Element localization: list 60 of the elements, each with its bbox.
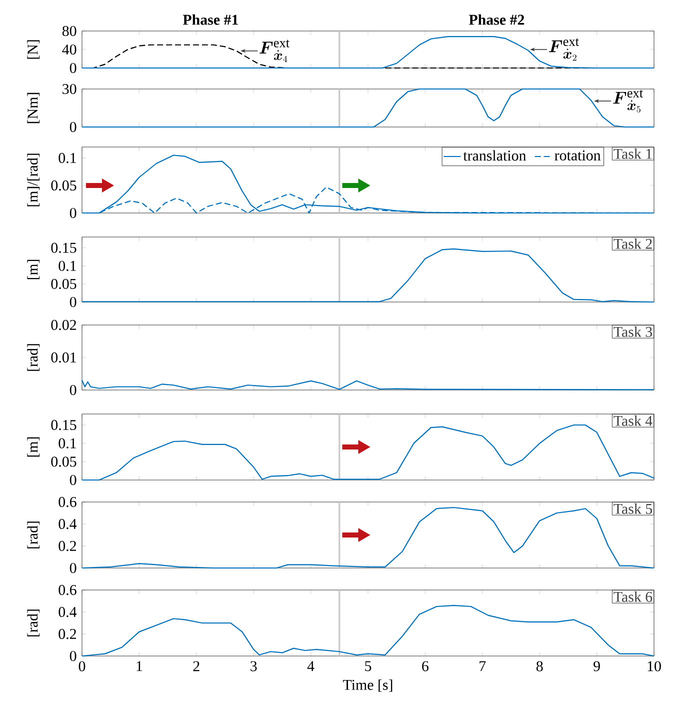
y-tick-label: 0.6 <box>58 584 76 596</box>
y-tick-label: 0.01 <box>51 352 76 363</box>
y-tick-label: 0 <box>70 122 76 132</box>
y-tick-label: 0.4 <box>58 518 77 530</box>
y-tick-label: 40 <box>62 44 76 55</box>
x-tick-label: 2 <box>193 661 200 672</box>
y-tick-label: 0.05 <box>51 456 76 467</box>
chart-title: Task 2 <box>614 238 652 249</box>
chart-title: Task 3 <box>614 326 652 337</box>
chart-title: Task 4 <box>614 415 652 426</box>
y-tick-label: 0.02 <box>51 320 76 330</box>
x-tick-label: 4 <box>307 661 314 672</box>
x-tick-label: 5 <box>365 661 372 672</box>
y-axis-title: [m] <box>27 260 40 280</box>
y-tick-label: 0 <box>70 208 76 218</box>
annotation: $\boldsymbol{F}^{\mathrm{ext}}_{\dot{\boldsymbol{x}}_4}$ <box>260 40 290 62</box>
y-tick-label: 0.2 <box>58 628 76 640</box>
y-tick-label: 0.15 <box>51 420 76 430</box>
y-axis-title: [Nm] <box>27 92 40 124</box>
y-tick-label: 0 <box>70 62 76 74</box>
y-tick-label: 30 <box>62 84 76 94</box>
chart-title: Task 1 <box>614 148 652 159</box>
x-tick-label: 7 <box>480 661 486 671</box>
chart-title: Task 5 <box>614 503 652 514</box>
annotation: $\boldsymbol{F}^{\mathrm{ext}}_{\dot{\boldsymbol{x}}_2}$ <box>548 38 579 61</box>
legend-label: rotation <box>554 150 601 160</box>
y-tick-label: 0.1 <box>58 152 76 164</box>
y-tick-label: 0.1 <box>58 438 76 448</box>
y-tick-label: 0.2 <box>58 540 76 552</box>
y-axis-title: [m]/[rad] <box>27 154 40 206</box>
y-tick-label: 0 <box>70 474 76 486</box>
y-tick-label: 0 <box>70 296 76 308</box>
y-tick-label: 0.4 <box>58 606 77 618</box>
text: Phase #2 <box>468 14 524 25</box>
x-tick-label: 1 <box>136 661 142 672</box>
y-axis-title: [rad] <box>27 610 40 636</box>
annotation: $\boldsymbol{F}^{\mathrm{ext}}_{\dot{\boldsymbol{x}}_5}$ <box>613 90 644 112</box>
y-tick-label: 80 <box>62 26 76 36</box>
x-tick-label: 0 <box>78 661 86 672</box>
x-tick-label: 8 <box>536 661 543 672</box>
y-tick-label: 0.15 <box>51 242 76 253</box>
y-axis-title: [m] <box>27 437 40 457</box>
y-tick-label: 0.05 <box>51 180 76 191</box>
y-tick-label: 0 <box>70 384 76 396</box>
y-tick-label: 0.1 <box>58 260 76 271</box>
text: Phase #1 <box>182 14 238 25</box>
legend-label: translation <box>463 150 526 161</box>
y-axis-title: [rad] <box>27 522 40 548</box>
y-tick-label: 0.6 <box>58 496 76 508</box>
y-axis-title: [N] <box>27 40 40 59</box>
y-tick-label: 0.05 <box>51 278 76 290</box>
x-tick-label: 10 <box>648 661 661 672</box>
chart-title: Task 6 <box>614 591 652 602</box>
x-tick-label: 9 <box>594 661 600 672</box>
y-axis-title: [rad] <box>27 344 40 371</box>
x-tick-label: 6 <box>422 661 428 672</box>
y-tick-label: 0 <box>70 562 76 574</box>
x-axis-title: Time [s] <box>343 679 392 692</box>
x-tick-label: 3 <box>250 661 257 672</box>
y-tick-label: 0 <box>70 650 76 662</box>
